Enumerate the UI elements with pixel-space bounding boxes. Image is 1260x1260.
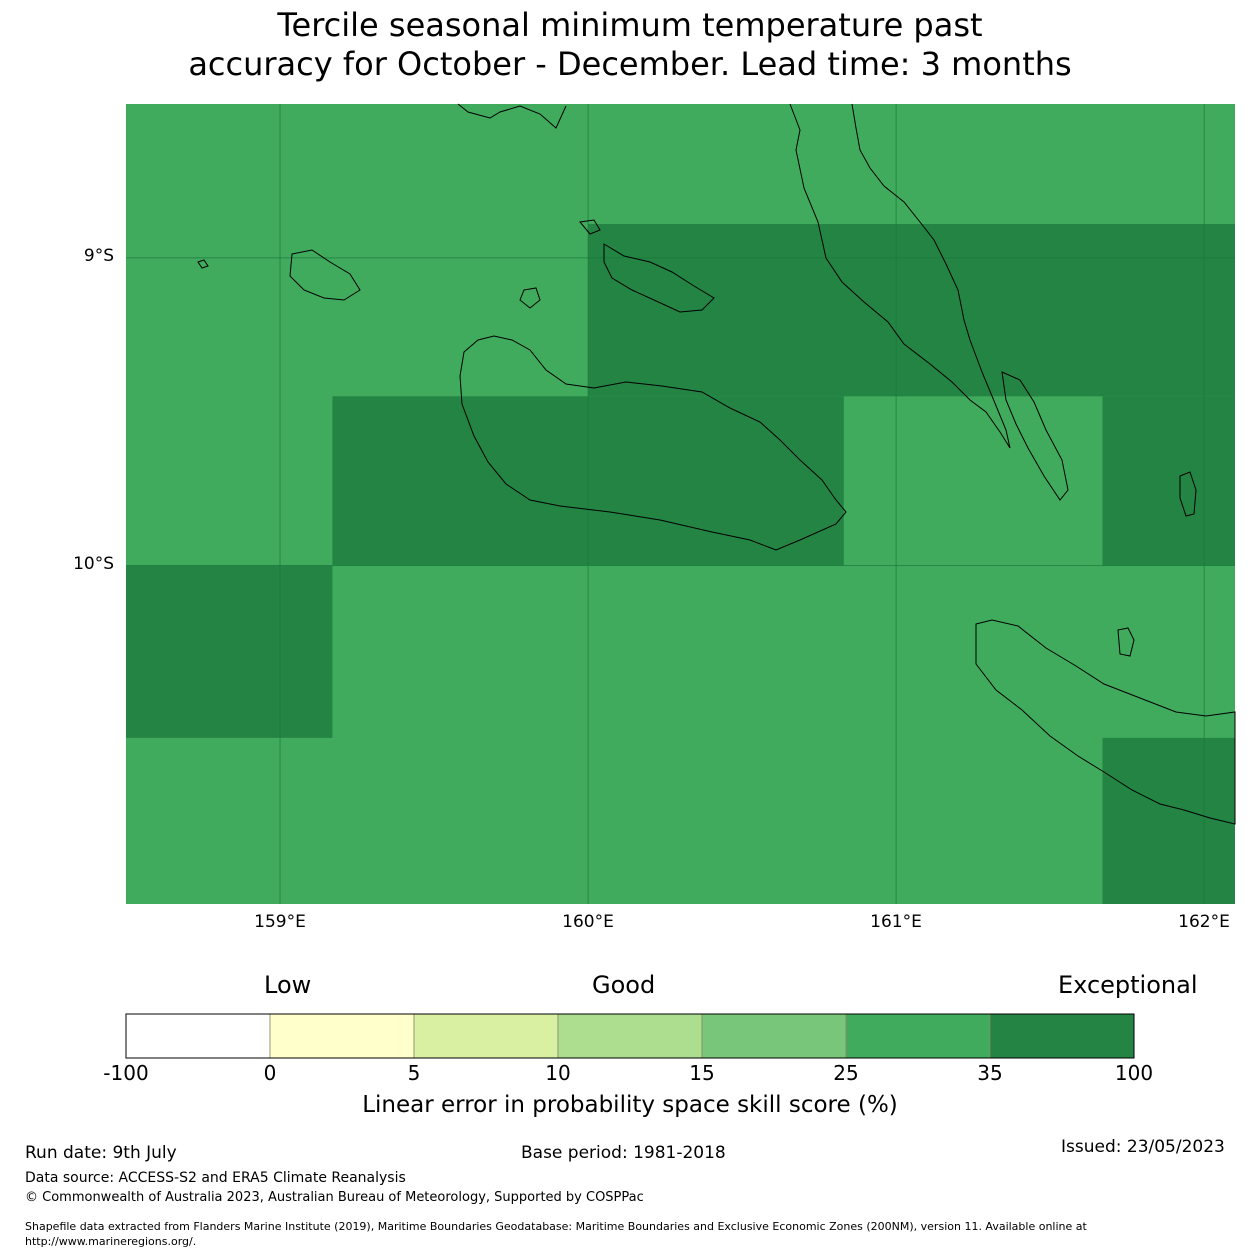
- data-source: Data source: ACCESS-S2 and ERA5 Climate …: [25, 1170, 406, 1186]
- coastline-russell-islands: [289, 249, 361, 301]
- lat-label-10s: 10°S: [73, 554, 114, 574]
- cb-tick-0: -100: [103, 1061, 149, 1085]
- graticule: [126, 104, 1235, 904]
- coastline-malaita-island: [1179, 471, 1197, 517]
- coastline-small-islet: [197, 259, 209, 269]
- legend-category-low: Low: [264, 971, 312, 999]
- exceptional-cell-3: [126, 565, 333, 738]
- exceptional-cell-4: [1102, 737, 1235, 904]
- issued-date: Issued: 23/05/2023: [1061, 1137, 1225, 1157]
- coastline-santa-isabel: [789, 103, 1011, 449]
- colorbar-bin-4: [701, 1013, 847, 1059]
- shapefile-credit-line-1: Shapefile data extracted from Flanders M…: [25, 1220, 1087, 1233]
- colorbar-frame: [125, 1013, 1135, 1059]
- colorbar-bin-6: [989, 1013, 1135, 1059]
- map-canvas[interactable]: [0, 0, 1260, 960]
- coastline-ulawa: [1117, 627, 1135, 657]
- lon-label-159e: 159°E: [254, 912, 306, 932]
- cb-tick-6: 35: [977, 1061, 1003, 1085]
- colorbar-bin-2: [413, 1013, 559, 1059]
- cb-tick-3: 10: [545, 1061, 571, 1085]
- cb-tick-4: 15: [689, 1061, 715, 1085]
- coastline-makira: [975, 619, 1236, 825]
- coastline-savo: [519, 287, 541, 309]
- colorbar-bin-0: [125, 1013, 271, 1059]
- coastlines: [197, 103, 1236, 825]
- title-line-2: accuracy for October - December. Lead ti…: [188, 45, 1072, 83]
- legend-category-exceptional: Exceptional: [1058, 971, 1198, 999]
- lon-label-161e: 161°E: [870, 912, 922, 932]
- legend-category-good: Good: [592, 971, 656, 999]
- cb-tick-2: 5: [407, 1061, 421, 1085]
- coastline-florida-islands: [603, 243, 715, 313]
- copyright: © Commonwealth of Australia 2023, Austra…: [25, 1190, 644, 1205]
- colorbar-bin-5: [845, 1013, 991, 1059]
- coastline-choiseul-tip: [457, 103, 567, 129]
- coastline-ngella-north: [579, 219, 601, 235]
- shapefile-credit-line-2: http://www.marineregions.org/.: [25, 1235, 197, 1248]
- cb-tick-7: 100: [1114, 1061, 1154, 1085]
- colorbar-bin-3: [557, 1013, 703, 1059]
- title-line-1: Tercile seasonal minimum temperature pas…: [277, 6, 983, 44]
- chart-title: Tercile seasonal minimum temperature pas…: [0, 6, 1260, 84]
- run-date: Run date: 9th July: [25, 1143, 177, 1163]
- lat-label-9s: 9°S: [83, 246, 114, 266]
- coastline-guadalcanal: [459, 335, 847, 551]
- cb-tick-5: 25: [833, 1061, 859, 1085]
- colorbar: [125, 1013, 1135, 1059]
- coastline-isabel-east: [1001, 371, 1069, 501]
- colorbar-title: Linear error in probability space skill …: [362, 1092, 898, 1118]
- base-period: Base period: 1981-2018: [521, 1143, 726, 1163]
- cb-tick-1: 0: [263, 1061, 277, 1085]
- lon-label-160e: 160°E: [562, 912, 614, 932]
- exceptional-cell-2: [1102, 396, 1235, 566]
- colorbar-bin-1: [269, 1013, 415, 1059]
- lon-label-162e: 162°E: [1178, 912, 1230, 932]
